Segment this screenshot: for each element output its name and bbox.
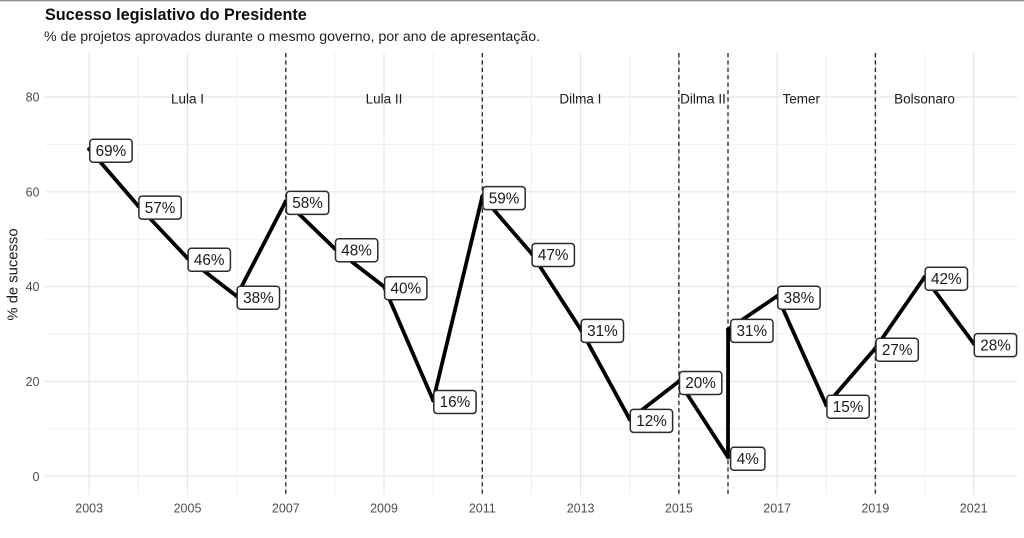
svg-text:40%: 40% <box>390 280 421 297</box>
svg-text:Lula II: Lula II <box>366 91 403 106</box>
svg-text:27%: 27% <box>882 342 913 359</box>
svg-text:59%: 59% <box>489 190 520 207</box>
svg-text:47%: 47% <box>538 247 569 264</box>
svg-text:38%: 38% <box>784 290 815 307</box>
svg-text:40: 40 <box>26 280 40 294</box>
svg-text:2017: 2017 <box>763 501 791 515</box>
svg-text:12%: 12% <box>636 413 667 430</box>
svg-text:58%: 58% <box>292 195 323 212</box>
svg-text:48%: 48% <box>341 243 372 260</box>
svg-text:Lula I: Lula I <box>171 91 204 106</box>
svg-text:60: 60 <box>26 185 40 199</box>
svg-text:Bolsonaro: Bolsonaro <box>894 91 955 106</box>
svg-text:38%: 38% <box>243 290 274 307</box>
svg-text:46%: 46% <box>194 252 225 269</box>
svg-text:2021: 2021 <box>960 501 988 515</box>
svg-text:20: 20 <box>26 375 40 389</box>
svg-text:31%: 31% <box>736 323 767 340</box>
svg-text:20%: 20% <box>685 375 716 392</box>
svg-text:80: 80 <box>26 91 40 105</box>
svg-text:Temer: Temer <box>783 91 821 106</box>
svg-text:% de sucesso: % de sucesso <box>6 228 22 320</box>
svg-text:42%: 42% <box>931 271 962 288</box>
svg-text:4%: 4% <box>737 451 760 468</box>
svg-text:69%: 69% <box>96 143 127 160</box>
svg-text:2019: 2019 <box>861 501 889 515</box>
svg-text:2015: 2015 <box>665 501 693 515</box>
svg-text:16%: 16% <box>440 394 471 411</box>
svg-text:0: 0 <box>33 470 40 484</box>
svg-text:2007: 2007 <box>272 501 300 515</box>
svg-text:2009: 2009 <box>370 501 398 515</box>
svg-text:2005: 2005 <box>174 501 202 515</box>
svg-text:15%: 15% <box>833 399 864 416</box>
svg-text:Dilma I: Dilma I <box>559 91 601 106</box>
svg-text:2003: 2003 <box>75 501 103 515</box>
svg-text:57%: 57% <box>145 200 176 217</box>
svg-text:31%: 31% <box>587 323 618 340</box>
svg-text:2013: 2013 <box>567 501 595 515</box>
svg-text:2011: 2011 <box>469 501 496 515</box>
svg-text:Dilma II: Dilma II <box>680 91 726 106</box>
svg-text:28%: 28% <box>980 337 1011 354</box>
